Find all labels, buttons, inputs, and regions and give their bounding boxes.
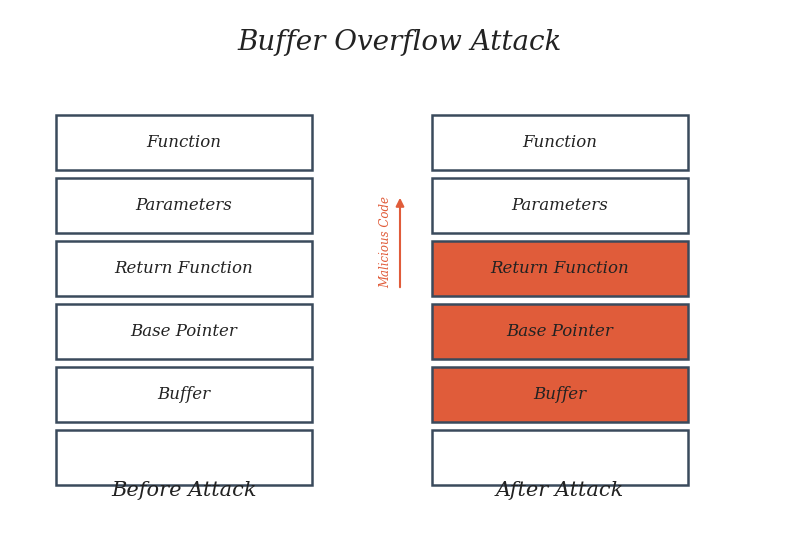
Bar xyxy=(56,430,312,485)
Text: Buffer: Buffer xyxy=(534,386,586,403)
Text: Buffer Overflow Attack: Buffer Overflow Attack xyxy=(238,29,562,55)
Bar xyxy=(56,367,312,422)
Bar xyxy=(432,304,688,359)
Text: After Attack: After Attack xyxy=(496,480,624,500)
Bar xyxy=(56,241,312,296)
Text: Return Function: Return Function xyxy=(114,260,254,277)
Bar xyxy=(432,430,688,485)
Text: Function: Function xyxy=(522,134,598,151)
Bar xyxy=(56,304,312,359)
Bar xyxy=(432,115,688,170)
Text: Buffer: Buffer xyxy=(158,386,210,403)
Text: Before Attack: Before Attack xyxy=(111,480,257,500)
Bar xyxy=(432,241,688,296)
Text: Base Pointer: Base Pointer xyxy=(130,323,238,340)
Text: Parameters: Parameters xyxy=(136,197,232,214)
Text: Return Function: Return Function xyxy=(490,260,630,277)
Bar xyxy=(56,178,312,233)
Text: Base Pointer: Base Pointer xyxy=(506,323,614,340)
Text: Function: Function xyxy=(146,134,222,151)
Bar xyxy=(56,115,312,170)
Bar xyxy=(432,178,688,233)
Text: Parameters: Parameters xyxy=(512,197,608,214)
Bar xyxy=(432,367,688,422)
Text: Malicious Code: Malicious Code xyxy=(379,197,393,289)
